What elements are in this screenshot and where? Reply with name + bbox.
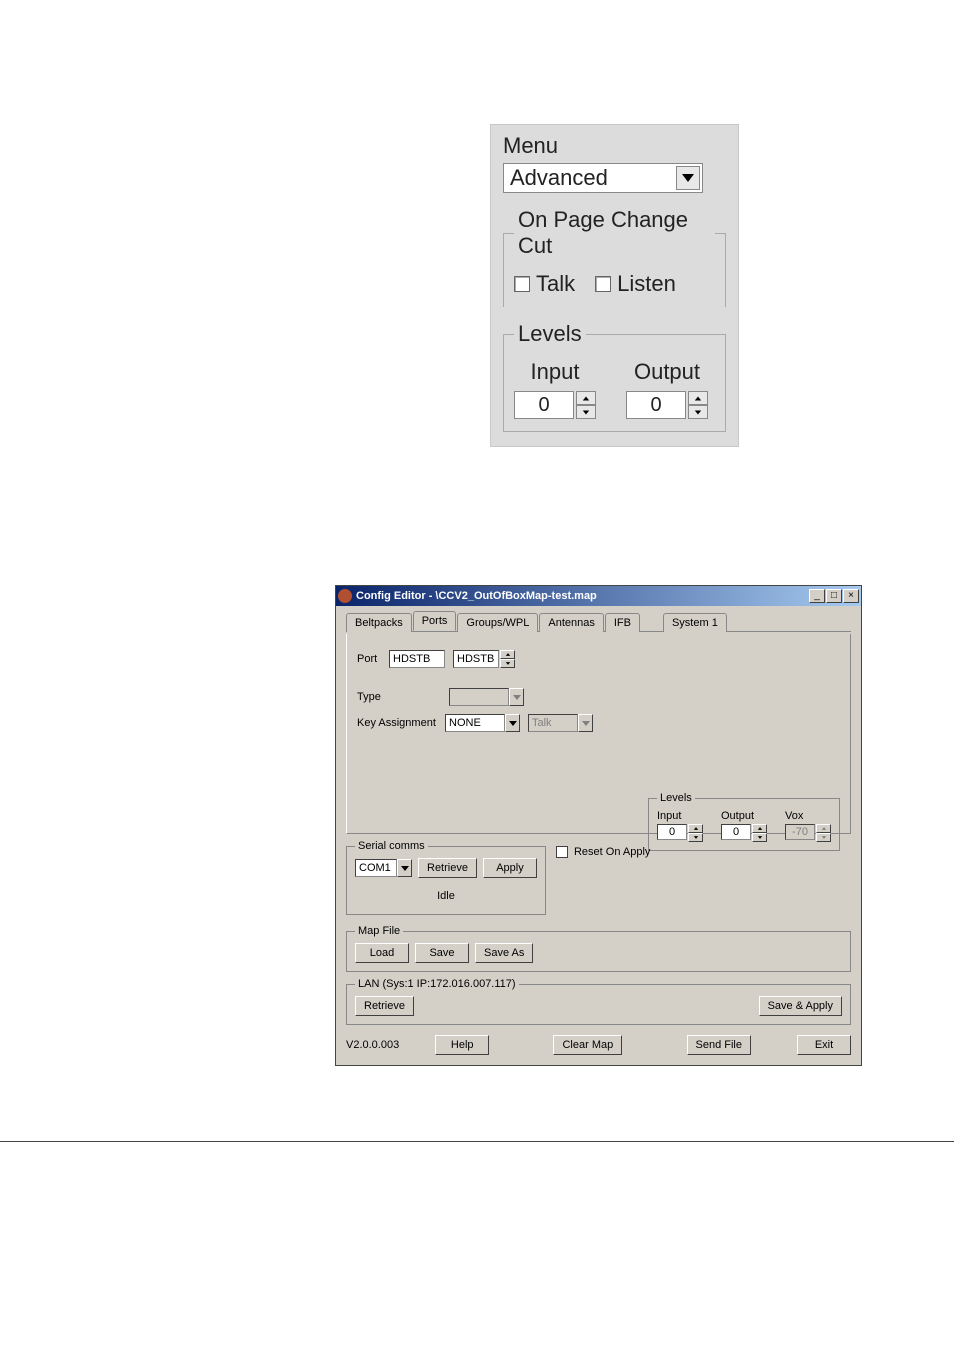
spin-up-icon [816,824,831,833]
levels-fieldset: Levels Input 0 Output 0 [503,321,726,432]
spin-up-icon[interactable] [688,391,708,405]
version-label: V2.0.0.003 [346,1039,399,1051]
port-field-2[interactable]: HDSTB [453,650,499,668]
chevron-down-icon[interactable] [505,714,520,732]
lan-fieldset: LAN (Sys:1 IP:172.016.007.117) Retrieve … [346,978,851,1025]
tab-system1[interactable]: System 1 [663,613,727,632]
level-input-value: 0 [657,824,687,840]
serial-comms-fieldset: Serial comms COM1 Retrieve Apply Idle [346,840,546,915]
menu-select[interactable]: Advanced [503,163,703,193]
app-icon [338,589,352,603]
spin-up-icon[interactable] [576,391,596,405]
checkbox-icon [514,276,530,292]
spin-down-icon[interactable] [688,405,708,419]
output-spinner[interactable]: 0 [626,391,708,419]
checkbox-icon [595,276,611,292]
serial-port-value: COM1 [355,859,397,877]
serial-port-select[interactable]: COM1 [355,859,412,877]
level-input-label: Input [657,810,681,822]
input-value: 0 [514,391,574,419]
levels-legend: Levels [514,321,586,347]
lan-save-apply-button[interactable]: Save & Apply [759,996,842,1016]
spin-up-icon[interactable] [752,824,767,833]
level-output-label: Output [721,810,754,822]
port-field-1[interactable]: HDSTB [389,650,445,668]
tab-panel: Port HDSTB HDSTB Type [346,634,851,834]
exit-button[interactable]: Exit [797,1035,851,1055]
reset-on-apply-checkbox[interactable] [556,846,568,858]
keyassign-label: Key Assignment [357,717,437,729]
level-vox-value: -70 [785,824,815,840]
titlebar: Config Editor - \CCV2_OutOfBoxMap-test.m… [336,586,861,606]
mapfile-fieldset: Map File Load Save Save As [346,925,851,972]
help-button[interactable]: Help [435,1035,489,1055]
spin-down-icon[interactable] [500,659,515,668]
chevron-down-icon [509,688,524,706]
keyassign-talk-value: Talk [528,714,578,732]
mapfile-legend: Map File [355,925,403,937]
lan-legend: LAN (Sys:1 IP:172.016.007.117) [355,978,519,990]
saveas-button[interactable]: Save As [475,943,533,963]
chevron-down-icon [578,714,593,732]
listen-label: Listen [617,271,676,297]
serial-legend: Serial comms [355,840,428,852]
port-label: Port [357,653,381,665]
output-label: Output [634,359,700,385]
maximize-button[interactable]: □ [826,589,842,603]
close-button[interactable]: × [843,589,859,603]
tab-ifb[interactable]: IFB [605,613,640,632]
clearmap-button[interactable]: Clear Map [553,1035,622,1055]
keyassign-value: NONE [445,714,505,732]
levels-legend: Levels [657,792,695,804]
input-spinner[interactable]: 0 [514,391,596,419]
level-output-value: 0 [721,824,751,840]
menu-label: Menu [503,133,726,159]
type-select [449,688,524,706]
talk-checkbox[interactable]: Talk [514,271,575,297]
listen-checkbox[interactable]: Listen [595,271,676,297]
output-value: 0 [626,391,686,419]
tab-antennas[interactable]: Antennas [539,613,603,632]
retrieve-button[interactable]: Retrieve [418,858,477,878]
minimize-button[interactable]: _ [809,589,825,603]
lan-retrieve-button[interactable]: Retrieve [355,996,414,1016]
menu-levels-panel: Menu Advanced On Page Change Cut Talk Li… [490,124,739,447]
level-vox-label: Vox [785,810,803,822]
keyassign-talk-select: Talk [528,714,593,732]
chevron-down-icon[interactable] [676,166,700,190]
reset-on-apply-label: Reset On Apply [574,846,650,858]
save-button[interactable]: Save [415,943,469,963]
spin-up-icon[interactable] [688,824,703,833]
tab-beltpacks[interactable]: Beltpacks [346,613,412,632]
type-label: Type [357,691,385,703]
load-button[interactable]: Load [355,943,409,963]
spin-down-icon[interactable] [576,405,596,419]
tab-groupswpl[interactable]: Groups/WPL [457,613,538,632]
type-value [449,688,509,706]
talk-label: Talk [536,271,575,297]
sendfile-button[interactable]: Send File [687,1035,751,1055]
chevron-down-icon[interactable] [397,859,412,877]
onpagechange-legend: On Page Change Cut [514,207,715,259]
apply-button[interactable]: Apply [483,858,537,878]
spin-up-icon[interactable] [500,650,515,659]
divider [0,1141,954,1142]
input-label: Input [531,359,580,385]
keyassign-select[interactable]: NONE [445,714,520,732]
config-editor-window: Config Editor - \CCV2_OutOfBoxMap-test.m… [335,585,862,1066]
tab-ports[interactable]: Ports [413,611,457,631]
titlebar-text: Config Editor - \CCV2_OutOfBoxMap-test.m… [356,590,809,602]
onpagechange-fieldset: On Page Change Cut Talk Listen [503,207,726,307]
serial-status: Idle [355,886,537,906]
menu-select-value: Advanced [510,165,608,191]
tab-bar: Beltpacks Ports Groups/WPL Antennas IFB … [346,612,851,632]
